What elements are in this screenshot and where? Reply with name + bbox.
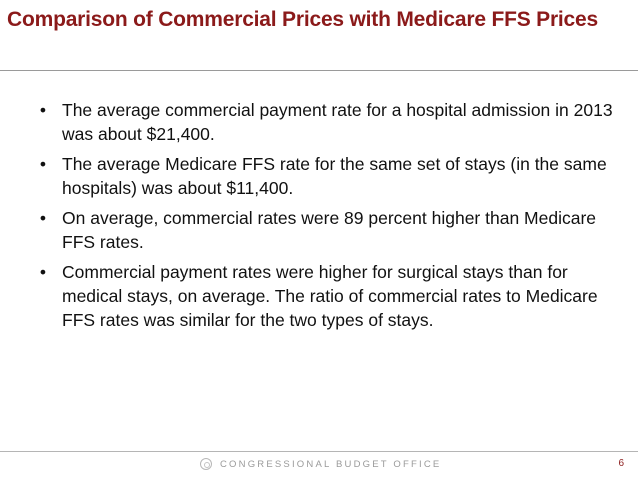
cbo-seal-icon [200, 458, 212, 470]
bullet-dot-icon: • [39, 208, 47, 228]
bullet-item: • Commercial payment rates were higher f… [36, 260, 616, 332]
title-divider [0, 70, 638, 71]
footer: CONGRESSIONAL BUDGET OFFICE 6 [0, 456, 638, 476]
slide-title: Comparison of Commercial Prices with Med… [7, 8, 598, 31]
bullet-text: Commercial payment rates were higher for… [62, 262, 598, 330]
bullet-list: • The average commercial payment rate fo… [36, 98, 616, 338]
bullet-dot-icon: • [39, 262, 47, 282]
footer-divider [0, 451, 638, 452]
bullet-item: • The average Medicare FFS rate for the … [36, 152, 616, 200]
bullet-text: The average Medicare FFS rate for the sa… [62, 154, 607, 198]
bullet-text: On average, commercial rates were 89 per… [62, 208, 597, 252]
bullet-item: • The average commercial payment rate fo… [36, 98, 616, 146]
footer-organization: CONGRESSIONAL BUDGET OFFICE [220, 459, 442, 470]
bullet-dot-icon: • [39, 100, 47, 120]
page-number: 6 [618, 458, 624, 469]
bullet-text: The average commercial payment rate for … [62, 100, 613, 144]
bullet-dot-icon: • [39, 154, 47, 174]
bullet-item: • On average, commercial rates were 89 p… [36, 206, 616, 254]
